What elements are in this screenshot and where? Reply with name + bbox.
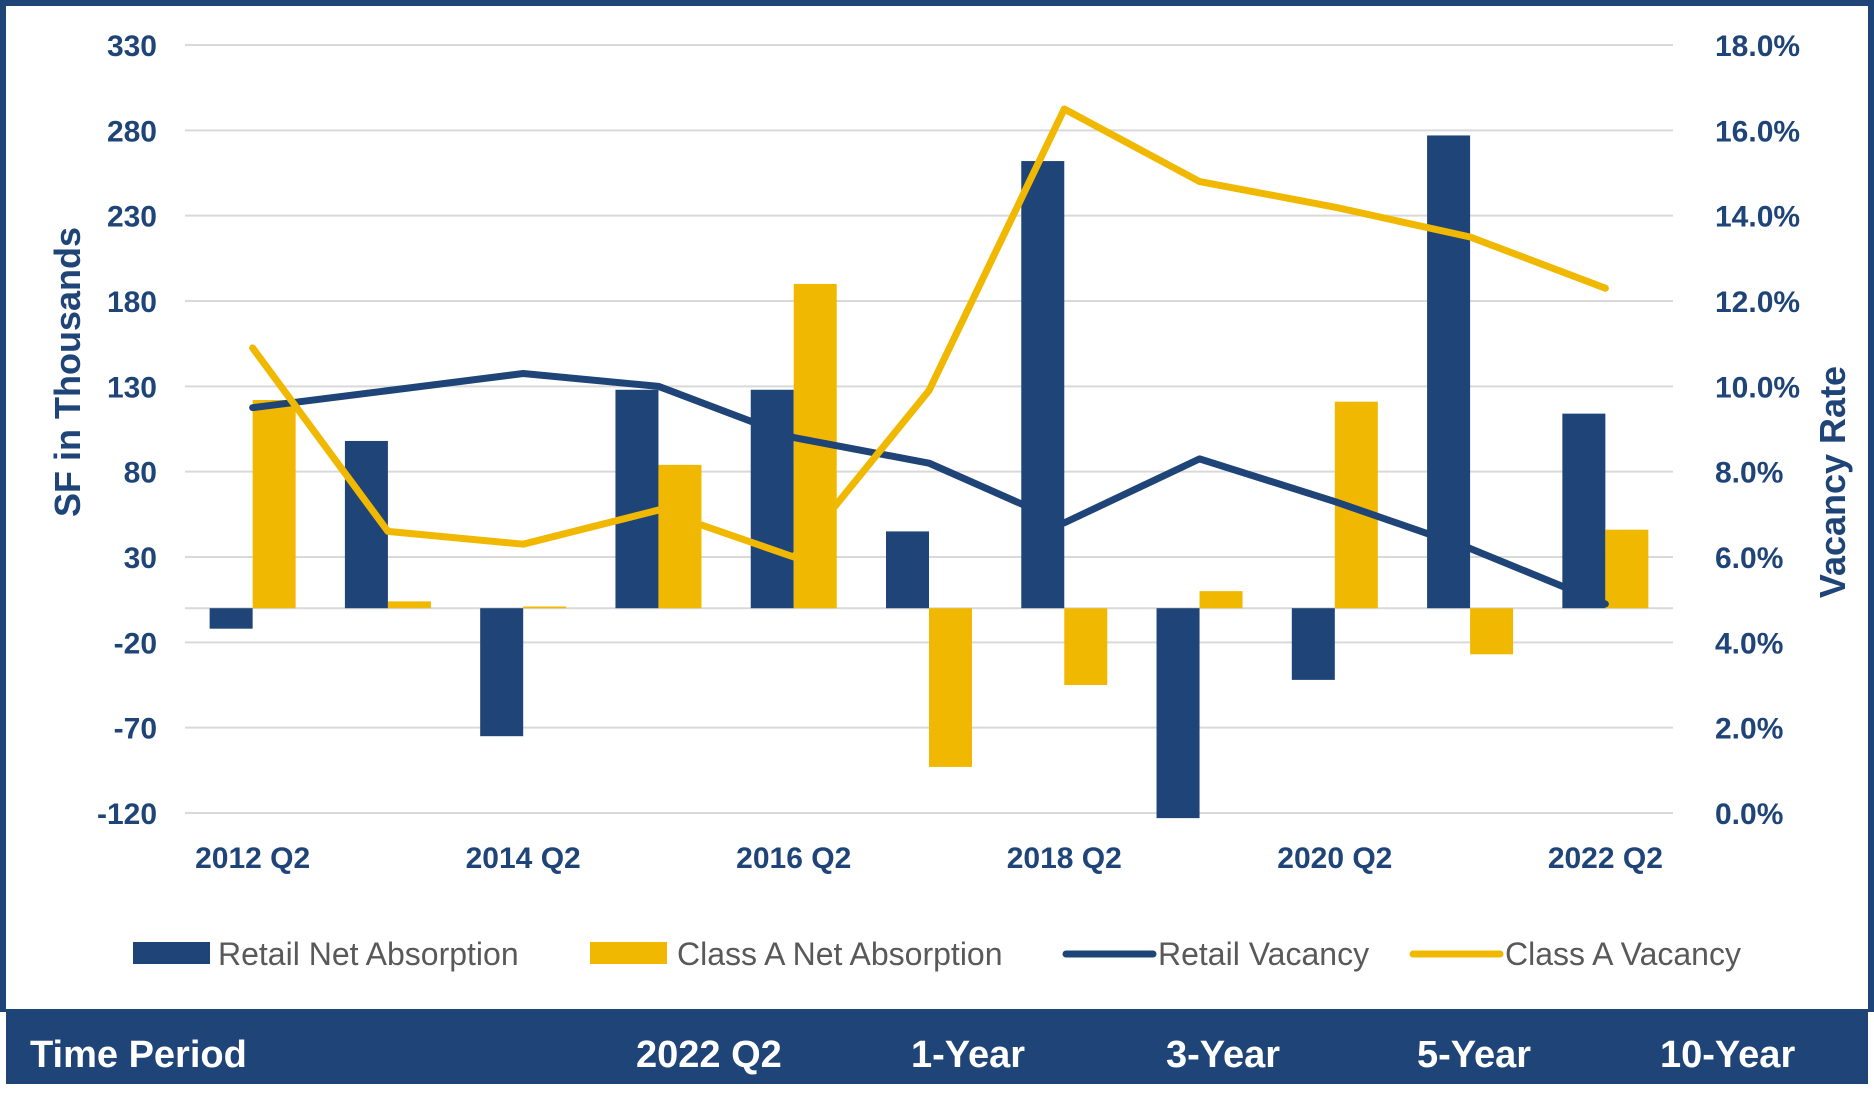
left-tick-label: 230 [107,201,157,234]
bar-retail-net-absorption [615,389,659,609]
left-tick-label: -70 [114,713,157,746]
right-tick-label: 2.0% [1715,713,1783,746]
right-tick-label: 6.0% [1715,542,1783,575]
bar-retail-net-absorption [209,608,253,629]
bar-retail-net-absorption [1156,608,1200,819]
bar-class-a-net-absorption [658,464,702,609]
column-3-year: 3-Year [1166,1034,1281,1076]
bar-retail-net-absorption [1562,413,1606,609]
column-1-year: 1-Year [911,1034,1026,1076]
right-tick-label: 16.0% [1715,115,1800,148]
column-5-year: 5-Year [1417,1034,1532,1076]
bar-class-a-net-absorption [1470,608,1514,655]
left-tick-label: -20 [114,627,157,660]
bar-retail-net-absorption [480,608,524,737]
left-tick-label: 280 [107,115,157,148]
left-tick-label: 80 [124,457,157,490]
x-tick-label: 2022 Q2 [1548,842,1663,875]
time-period-bar: Time Period 2022 Q2 1-Year 3-Year 5-Year… [6,1012,1868,1084]
bar-class-a-net-absorption [929,608,972,767]
line-class-a-vacancy [249,105,1609,561]
combo-chart: 330 280 230 180 130 80 30 -20 -70 -120 18.0% 16.0%… [0,0,1874,1012]
x-axis-ticks: 2012 Q2 2014 Q2 2016 Q2 2018 Q2 2020 Q2 2022 … [195,842,1663,875]
left-tick-label: 330 [107,30,157,63]
left-axis-ticks: 330 280 230 180 130 80 30 -20 -70 -120 [97,30,157,831]
left-tick-label: 30 [124,542,157,575]
bar-retail-net-absorption [886,531,929,609]
bar-class-a-net-absorption [252,399,296,609]
right-axis-title: Vacancy Rate [1812,366,1853,598]
column-10-year: 10-Year [1660,1034,1796,1076]
x-tick-label: 2020 Q2 [1277,842,1392,875]
bar-class-a-net-absorption [1064,608,1108,685]
legend-swatch-class-a-net-absorption [590,942,667,964]
bar-retail-net-absorption [1291,608,1335,680]
right-tick-label: 0.0% [1715,798,1783,831]
legend: Retail Net Absorption Class A Net Absorp… [133,936,1741,972]
time-period-label: Time Period [30,1034,247,1076]
left-tick-label: -120 [97,798,157,831]
vacancy-lines [249,105,1609,608]
x-tick-label: 2012 Q2 [195,842,310,875]
bar-class-a-net-absorption [1199,591,1243,609]
bar-class-a-net-absorption [387,601,431,609]
right-tick-label: 18.0% [1715,30,1800,63]
legend-label-retail-vacancy: Retail Vacancy [1158,936,1369,972]
legend-label-retail-net-absorption: Retail Net Absorption [218,936,519,972]
line-retail-vacancy [249,370,1609,608]
right-tick-label: 10.0% [1715,371,1800,404]
right-tick-label: 12.0% [1715,286,1800,319]
left-tick-label: 180 [107,286,157,319]
column-2022-q2: 2022 Q2 [636,1034,782,1076]
legend-label-class-a-net-absorption: Class A Net Absorption [677,936,1003,972]
x-tick-label: 2014 Q2 [466,842,581,875]
legend-label-class-a-vacancy: Class A Vacancy [1505,936,1741,972]
right-axis-ticks: 18.0% 16.0% 14.0% 12.0% 10.0% 8.0% 6.0% 4.0% 2.0… [1715,30,1800,831]
bar-retail-net-absorption [1021,161,1065,609]
left-tick-label: 130 [107,371,157,404]
legend-swatch-retail-net-absorption [133,942,210,964]
bar-retail-net-absorption [1427,135,1471,609]
right-tick-label: 8.0% [1715,457,1783,490]
x-tick-label: 2018 Q2 [1007,842,1122,875]
bar-class-a-net-absorption [1605,529,1649,609]
x-tick-label: 2016 Q2 [736,842,851,875]
right-tick-label: 14.0% [1715,201,1800,234]
chart-border [0,0,1874,1012]
bars [209,135,1649,819]
bar-class-a-net-absorption [523,606,567,609]
left-axis-title: SF in Thousands [47,227,88,517]
right-tick-label: 4.0% [1715,627,1783,660]
